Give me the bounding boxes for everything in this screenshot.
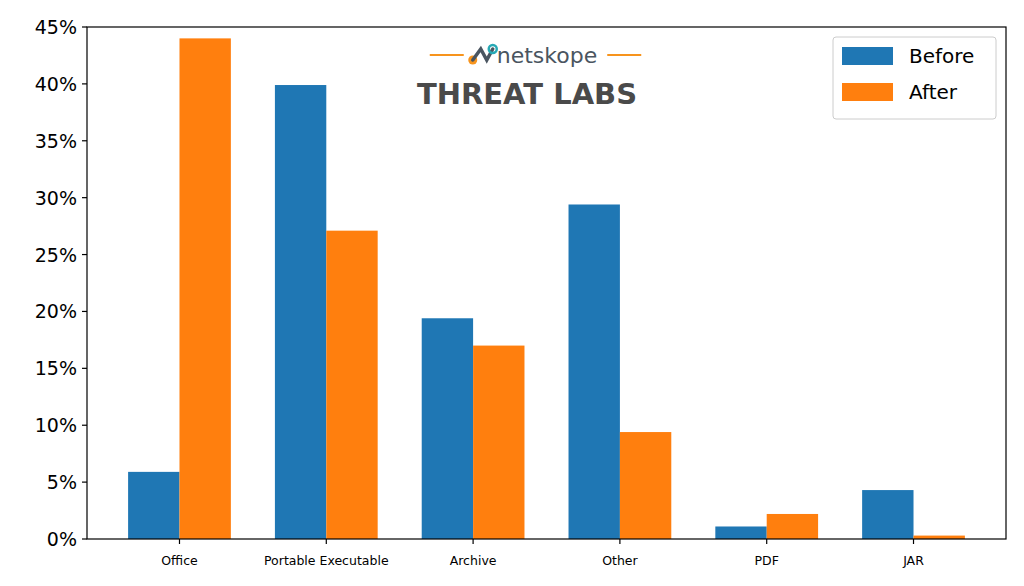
logo-rule <box>607 54 641 56</box>
bar <box>422 318 473 539</box>
y-tick-label: 20% <box>35 300 77 322</box>
x-tick-label: Office <box>161 553 198 568</box>
y-tick-label: 40% <box>35 73 77 95</box>
chart-svg: 0% 5% 10% 15% 20% 25% 30% 35% 40% 45% Office Portab… <box>0 0 1024 586</box>
bar <box>275 85 326 539</box>
x-tick <box>766 539 767 544</box>
y-tick-label: 15% <box>35 357 77 379</box>
y-tick-label: 10% <box>35 414 77 436</box>
logo-rule <box>430 54 464 56</box>
bar <box>767 514 818 539</box>
legend-label: After <box>909 80 958 104</box>
bar <box>620 432 671 539</box>
y-tick <box>82 197 87 198</box>
y-tick-label: 35% <box>35 130 77 152</box>
plot-frame <box>87 27 1006 539</box>
legend-swatch <box>842 83 893 101</box>
logo-icon <box>489 45 497 53</box>
x-tick <box>326 539 327 544</box>
y-tick-label: 5% <box>47 471 77 493</box>
y-tick <box>82 425 87 426</box>
y-tick-label: 45% <box>35 16 77 38</box>
bar <box>715 526 766 539</box>
legend-swatch <box>842 47 893 65</box>
y-tick-label: 0% <box>47 528 77 550</box>
x-tick <box>472 539 473 544</box>
logo-title: THREAT LABS <box>417 77 637 111</box>
x-tick <box>619 539 620 544</box>
background <box>0 0 1024 586</box>
x-tick-label: JAR <box>902 553 924 568</box>
legend: Before After <box>833 37 996 119</box>
y-tick <box>82 254 87 255</box>
logo-text: netskope <box>497 43 597 68</box>
y-tick <box>82 83 87 84</box>
legend-label: Before <box>909 44 974 68</box>
y-tick <box>82 140 87 141</box>
x-tick-label: Archive <box>450 553 497 568</box>
legend-box <box>833 37 996 119</box>
bar <box>473 346 524 539</box>
y-tick <box>82 26 87 27</box>
bar <box>128 472 179 539</box>
y-tick <box>82 482 87 483</box>
y-tick-label: 30% <box>35 187 77 209</box>
x-tick <box>913 539 914 544</box>
logo: netskope THREAT LABS <box>417 43 641 111</box>
chart-container: 0% 5% 10% 15% 20% 25% 30% 35% 40% 45% Office Portab… <box>0 0 1024 586</box>
y-tick <box>82 538 87 539</box>
bar <box>569 204 620 539</box>
bar <box>862 490 913 539</box>
bar <box>179 38 230 539</box>
y-tick-label: 25% <box>35 244 77 266</box>
x-tick-label: Other <box>602 553 638 568</box>
y-tick <box>82 368 87 369</box>
y-tick <box>82 311 87 312</box>
x-tick-label: Portable Executable <box>264 553 389 568</box>
bar <box>326 231 377 539</box>
x-tick-label: PDF <box>755 553 779 568</box>
x-tick <box>179 539 180 544</box>
